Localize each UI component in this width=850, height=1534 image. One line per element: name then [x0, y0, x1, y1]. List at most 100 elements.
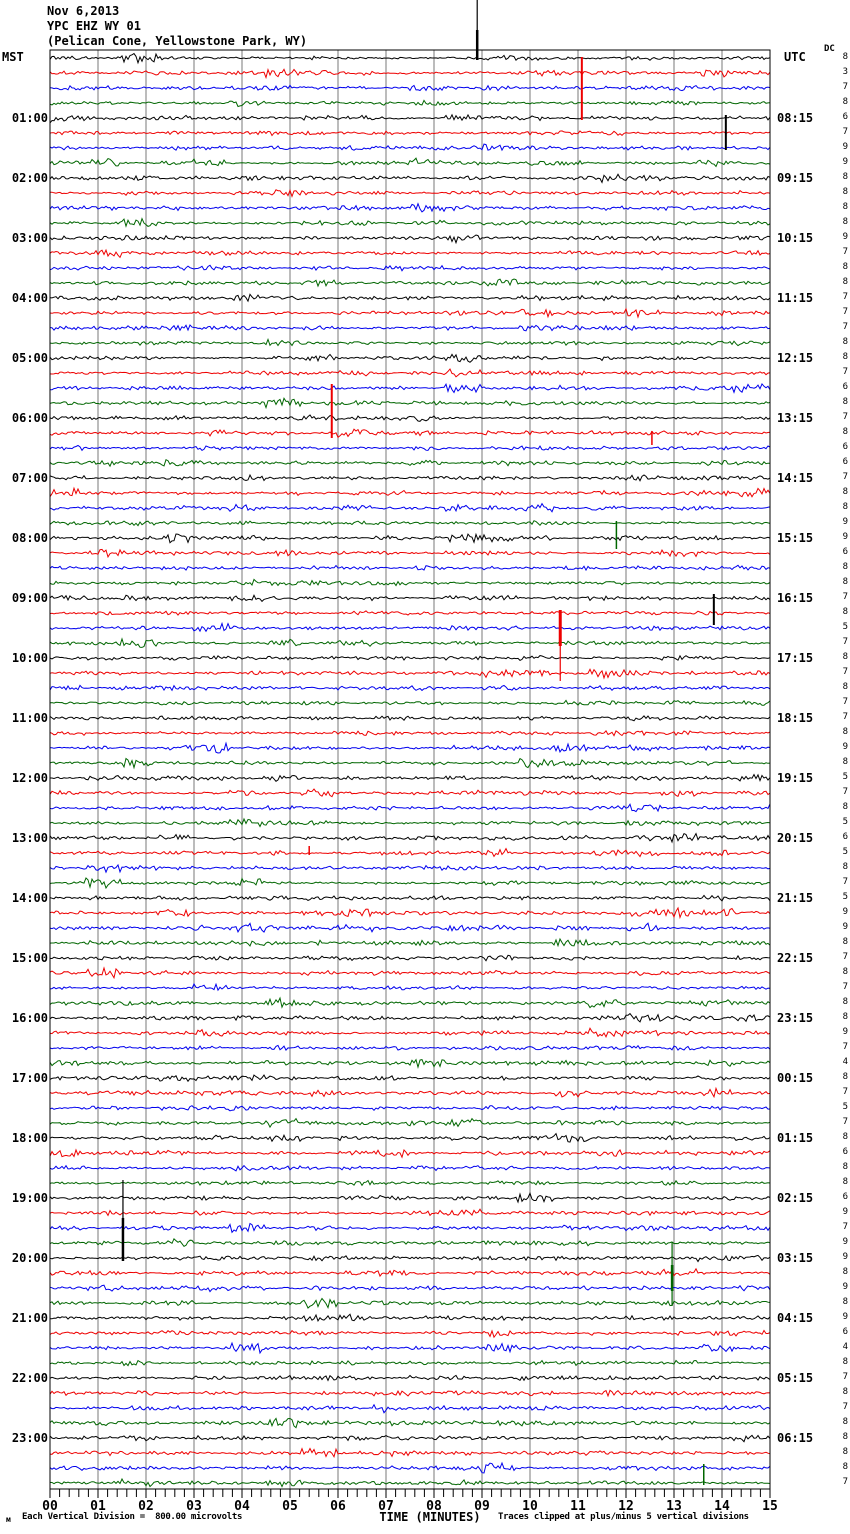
- mst-hour-label: 22:00: [11, 1371, 48, 1385]
- dc-value: 8: [842, 187, 848, 197]
- dc-value: 7: [842, 1402, 848, 1412]
- dc-value: 7: [842, 592, 848, 602]
- dc-value: 8: [842, 97, 848, 107]
- utc-hour-label: 05:15: [777, 1371, 814, 1385]
- utc-hour-label: 18:15: [777, 711, 814, 725]
- dc-value: 8: [842, 202, 848, 212]
- dc-value: 8: [842, 172, 848, 182]
- x-tick-label: 15: [762, 1499, 778, 1514]
- x-tick-label: 07: [378, 1499, 394, 1514]
- x-tick-label: 04: [234, 1499, 250, 1514]
- dc-value: 8: [842, 1387, 848, 1397]
- dc-value: 8: [842, 862, 848, 872]
- dc-value: 8: [842, 652, 848, 662]
- dc-value: 8: [842, 577, 848, 587]
- x-tick-label: 13: [666, 1499, 682, 1514]
- utc-hour-label: 19:15: [777, 771, 814, 785]
- dc-value: 8: [842, 562, 848, 572]
- x-tick-label: 11: [570, 1499, 586, 1514]
- mst-hour-label: 13:00: [11, 831, 48, 845]
- watermark-glyph: м: [6, 1515, 11, 1524]
- x-tick-label: 14: [714, 1499, 730, 1514]
- dc-value: 9: [842, 742, 848, 752]
- utc-hour-label: 11:15: [777, 291, 814, 305]
- dc-value: 7: [842, 952, 848, 962]
- utc-hour-label: 17:15: [777, 651, 814, 665]
- dc-value: 6: [842, 547, 848, 557]
- dc-value: 7: [842, 1087, 848, 1097]
- dc-value: 8: [842, 352, 848, 362]
- dc-value: 8: [842, 427, 848, 437]
- dc-value: 8: [842, 1417, 848, 1427]
- dc-value: 8: [842, 217, 848, 227]
- mst-hour-label: 17:00: [11, 1071, 48, 1085]
- x-tick-label: 06: [330, 1499, 346, 1514]
- mst-hour-label: 14:00: [11, 891, 48, 905]
- dc-value: 8: [842, 1357, 848, 1367]
- mst-hour-label: 11:00: [11, 711, 48, 725]
- mst-hour-label: 08:00: [11, 531, 48, 545]
- dc-value: 5: [842, 622, 848, 632]
- dc-value: 8: [842, 277, 848, 287]
- left-timezone-label: MST: [2, 50, 24, 64]
- title-station: YPC EHZ WY 01: [47, 19, 141, 33]
- dc-value: 9: [842, 907, 848, 917]
- dc-value: 7: [842, 1222, 848, 1232]
- dc-value: 8: [842, 397, 848, 407]
- mst-hour-label: 19:00: [11, 1191, 48, 1205]
- dc-value: 8: [842, 607, 848, 617]
- dc-value: 9: [842, 142, 848, 152]
- dc-value: 8: [842, 1297, 848, 1307]
- utc-hour-label: 10:15: [777, 231, 814, 245]
- dc-value: 8: [842, 1132, 848, 1142]
- utc-hour-label: 12:15: [777, 351, 814, 365]
- utc-hour-label: 02:15: [777, 1191, 814, 1205]
- dc-value: 7: [842, 787, 848, 797]
- utc-hour-label: 20:15: [777, 831, 814, 845]
- dc-value: 9: [842, 1282, 848, 1292]
- title-location: (Pelican Cone, Yellowstone Park, WY): [47, 34, 308, 48]
- dc-value: 8: [842, 502, 848, 512]
- x-tick-label: 09: [474, 1499, 490, 1514]
- dc-value: 7: [842, 367, 848, 377]
- x-tick-label: 05: [282, 1499, 298, 1514]
- dc-value: 8: [842, 52, 848, 62]
- dc-value: 8: [842, 1432, 848, 1442]
- x-tick-label: 01: [90, 1499, 106, 1514]
- dc-value: 8: [842, 1447, 848, 1457]
- dc-value: 5: [842, 772, 848, 782]
- x-tick-label: 03: [186, 1499, 202, 1514]
- dc-value: 9: [842, 232, 848, 242]
- x-tick-label: 12: [618, 1499, 634, 1514]
- dc-value: 7: [842, 247, 848, 257]
- dc-value: 3: [842, 67, 848, 77]
- dc-value: 5: [842, 847, 848, 857]
- dc-value: 7: [842, 637, 848, 647]
- dc-value: 7: [842, 667, 848, 677]
- dc-column-header: DC: [824, 44, 835, 54]
- x-tick-label: 02: [138, 1499, 154, 1514]
- mst-hour-label: 16:00: [11, 1011, 48, 1025]
- dc-value: 7: [842, 322, 848, 332]
- dc-value: 4: [842, 1342, 848, 1352]
- mst-hour-label: 01:00: [11, 111, 48, 125]
- dc-value: 8: [842, 1177, 848, 1187]
- mst-hour-label: 21:00: [11, 1311, 48, 1325]
- dc-value: 7: [842, 982, 848, 992]
- mst-hour-label: 20:00: [11, 1251, 48, 1265]
- dc-value: 8: [842, 487, 848, 497]
- dc-value: 6: [842, 442, 848, 452]
- dc-value: 8: [842, 1462, 848, 1472]
- dc-value: 8: [842, 757, 848, 767]
- title-date: Nov 6,2013: [47, 4, 120, 18]
- dc-value: 8: [842, 1162, 848, 1172]
- dc-value: 8: [842, 967, 848, 977]
- utc-hour-label: 22:15: [777, 951, 814, 965]
- utc-hour-label: 03:15: [777, 1251, 814, 1265]
- dc-value: 6: [842, 382, 848, 392]
- dc-value: 8: [842, 1012, 848, 1022]
- dc-value: 7: [842, 1372, 848, 1382]
- dc-value: 4: [842, 1057, 848, 1067]
